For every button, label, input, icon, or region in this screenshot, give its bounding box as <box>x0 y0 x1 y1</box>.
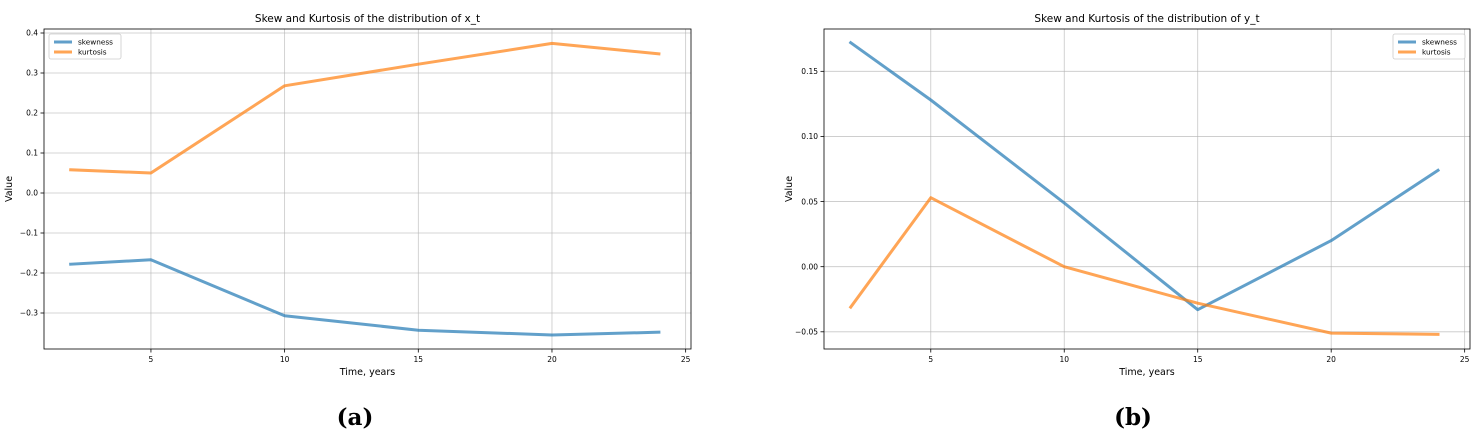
y-tick-label: 0.00 <box>801 262 818 271</box>
chart-title: Skew and Kurtosis of the distribution of… <box>1034 13 1259 25</box>
y-axis-label: Value <box>784 176 795 202</box>
x-tick-label: 20 <box>1326 355 1336 364</box>
series-line-kurtosis <box>69 41 661 175</box>
y-tick-label: 0.05 <box>801 197 818 206</box>
panel-caption-b: (b) <box>1114 404 1152 431</box>
chart-panel-b: 5 10 15 20 25 −0.05 0.00 0.05 0.10 0.15 Skew and K… <box>784 13 1471 378</box>
x-tick-label: 10 <box>280 355 290 364</box>
x-tick-label: 25 <box>681 355 691 364</box>
y-tick-label: 0.3 <box>26 69 38 78</box>
x-axis-label: Time, years <box>1118 367 1174 378</box>
x-tick-label: 15 <box>414 355 424 364</box>
x-tick-label: 5 <box>149 355 154 364</box>
y-tick-label: −0.3 <box>20 309 38 318</box>
axes-frame <box>823 28 1471 350</box>
legend-label-skewness: skewness <box>1422 38 1457 47</box>
y-tick-label: −0.05 <box>795 328 818 337</box>
series-line-kurtosis <box>848 196 1440 336</box>
x-tick-label: 5 <box>928 355 933 364</box>
x-tick-label: 20 <box>547 355 557 364</box>
figure: 5 10 15 20 25 −0.3 −0.2 −0.1 0.0 0.1 0.2 0.3 0.4 Skew… <box>4 13 1471 378</box>
legend-label-kurtosis: kurtosis <box>1422 48 1451 57</box>
y-tick-label: −0.2 <box>20 269 38 278</box>
chart-panel-a: 5 10 15 20 25 −0.3 −0.2 −0.1 0.0 0.1 0.2 0.3 0.4 Skew… <box>4 13 692 378</box>
y-tick-label: −0.1 <box>20 229 38 238</box>
panel-caption-a: (a) <box>336 404 374 431</box>
y-tick-label: 0.2 <box>26 109 38 118</box>
x-tick-label: 15 <box>1193 355 1203 364</box>
legend-label-kurtosis: kurtosis <box>78 48 107 57</box>
legend-label-skewness: skewness <box>78 38 113 47</box>
y-tick-label: 0.10 <box>801 132 818 141</box>
axes-frame <box>43 28 692 350</box>
series-line-skewness <box>69 258 661 337</box>
y-axis-label: Value <box>4 176 15 202</box>
y-tick-label: 0.15 <box>801 67 818 76</box>
x-tick-label: 10 <box>1059 355 1069 364</box>
chart-title: Skew and Kurtosis of the distribution of… <box>255 13 480 25</box>
x-tick-label: 25 <box>1460 355 1470 364</box>
series-line-skewness <box>848 40 1441 312</box>
y-tick-label: 0.4 <box>26 29 38 38</box>
y-tick-label: 0.1 <box>26 149 38 158</box>
y-tick-label: 0.0 <box>26 189 38 198</box>
x-axis-label: Time, years <box>339 367 395 378</box>
